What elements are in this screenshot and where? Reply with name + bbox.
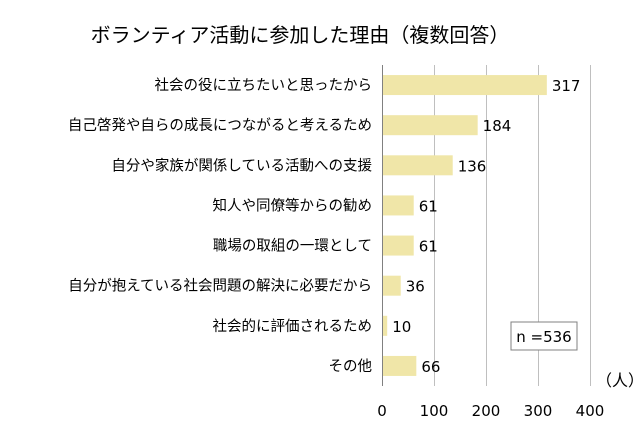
category-label: 自分や家族が関係している活動への支援 xyxy=(111,157,372,174)
bar xyxy=(383,195,414,216)
category-labels: 社会の役に立ちたいと思ったから自己啓発や自らの成長につながると考えるため自分や家… xyxy=(68,77,373,375)
unit-label: （人） xyxy=(596,371,640,390)
value-label: 10 xyxy=(392,318,411,336)
x-tick-label: 400 xyxy=(576,402,605,420)
x-tick-label: 300 xyxy=(524,402,553,420)
sample-size-label: n =536 xyxy=(516,328,571,346)
x-tick-label: 200 xyxy=(472,402,501,420)
bar xyxy=(383,315,388,336)
category-label: 社会的に評価されるため xyxy=(213,318,373,335)
value-labels: 317 184 136 61 61 36 10 66 xyxy=(392,77,580,376)
value-label: 61 xyxy=(419,197,438,215)
value-label: 36 xyxy=(406,278,425,296)
category-label: 社会の役に立ちたいと思ったから xyxy=(155,77,373,94)
category-label: その他 xyxy=(329,358,373,375)
x-tick-labels: 0 100 200 300 400 xyxy=(377,402,604,420)
bars xyxy=(383,75,547,376)
value-label: 136 xyxy=(458,157,487,175)
chart-title: ボランティア活動に参加した理由（複数回答） xyxy=(91,23,510,47)
bar xyxy=(383,355,417,376)
value-label: 61 xyxy=(419,238,438,256)
bar xyxy=(383,275,401,296)
value-label: 184 xyxy=(483,117,512,135)
bar xyxy=(383,75,547,96)
x-tick-label: 0 xyxy=(377,402,387,420)
value-label: 66 xyxy=(421,358,440,376)
bar xyxy=(383,235,414,256)
x-tick-label: 100 xyxy=(420,402,449,420)
value-label: 317 xyxy=(552,77,581,95)
category-label: 自己啓発や自らの成長につながると考えるため xyxy=(68,117,372,134)
category-label: 自分が抱えている社会問題の解決に必要だから xyxy=(68,278,372,295)
category-label: 職場の取組の一環として xyxy=(213,238,372,255)
category-label: 知人や同僚等からの勧め xyxy=(213,196,373,214)
bar xyxy=(383,155,453,176)
sample-size-box: n =536 xyxy=(510,321,578,351)
bar xyxy=(383,115,478,136)
